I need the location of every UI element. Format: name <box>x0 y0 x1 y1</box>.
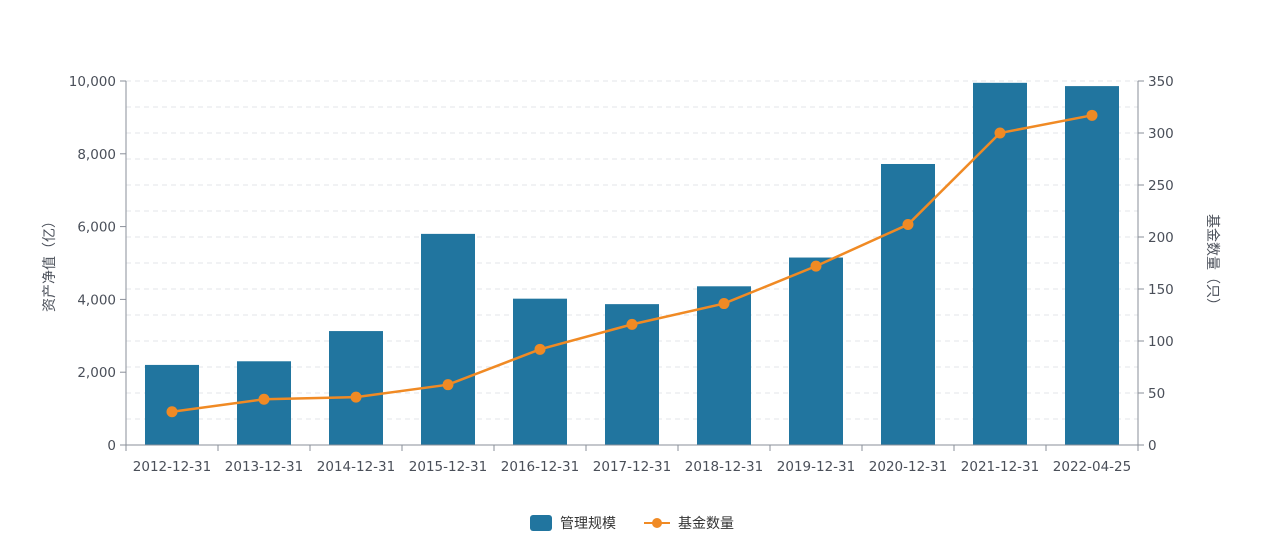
y-tick-label: 2,000 <box>77 365 116 381</box>
y-tick-label: 6,000 <box>77 220 116 236</box>
y-axis-title: 资产净值（亿） <box>42 214 58 312</box>
bar[interactable] <box>973 82 1027 445</box>
x-tick-label: 2017-12-31 <box>593 459 671 475</box>
y2-tick-label: 300 <box>1148 126 1174 142</box>
legend-bar-swatch <box>530 515 552 531</box>
legend-line-label: 基金数量 <box>678 516 734 532</box>
bar[interactable] <box>145 364 199 445</box>
x-tick-label: 2016-12-31 <box>501 459 579 475</box>
y2-tick-label: 100 <box>1148 334 1174 350</box>
x-tick-label: 2020-12-31 <box>869 459 947 475</box>
line-point[interactable] <box>442 379 454 391</box>
x-tick-label: 2012-12-31 <box>133 459 211 475</box>
x-tick-label: 2018-12-31 <box>685 459 763 475</box>
legend-line-swatch <box>644 515 670 531</box>
bar[interactable] <box>513 298 567 445</box>
line-point[interactable] <box>1086 109 1098 121</box>
y2-tick-label: 350 <box>1148 74 1174 90</box>
y2-tick-label: 200 <box>1148 230 1174 246</box>
x-tick-label: 2015-12-31 <box>409 459 487 475</box>
line-point[interactable] <box>626 318 638 330</box>
y2-tick-label: 250 <box>1148 178 1174 194</box>
y-tick-label: 8,000 <box>77 147 116 163</box>
legend: 管理规模 基金数量 <box>0 513 1264 533</box>
y2-tick-label: 50 <box>1148 386 1165 402</box>
bar[interactable] <box>697 286 751 445</box>
y2-axis-title: 基金数量（只） <box>1204 214 1221 312</box>
line-point[interactable] <box>994 127 1006 139</box>
y-tick-label: 0 <box>107 438 116 454</box>
x-tick-label: 2021-12-31 <box>961 459 1039 475</box>
bar[interactable] <box>789 257 843 445</box>
line-point[interactable] <box>534 343 546 355</box>
line-point[interactable] <box>166 406 178 418</box>
line-point[interactable] <box>350 391 362 403</box>
line-point[interactable] <box>810 260 822 272</box>
line-point[interactable] <box>718 298 730 310</box>
line-point[interactable] <box>902 219 914 231</box>
y2-tick-label: 0 <box>1148 438 1157 454</box>
bar[interactable] <box>421 233 475 445</box>
bar[interactable] <box>1065 86 1119 445</box>
bar[interactable] <box>329 331 383 445</box>
x-tick-label: 2019-12-31 <box>777 459 855 475</box>
x-tick-label: 2014-12-31 <box>317 459 395 475</box>
legend-bar-label: 管理规模 <box>560 516 616 532</box>
line-point[interactable] <box>258 393 270 405</box>
legend-item-bar-series[interactable]: 管理规模 <box>530 513 616 533</box>
legend-item-line-series[interactable]: 基金数量 <box>644 513 734 533</box>
y-tick-label: 4,000 <box>77 292 116 308</box>
bar[interactable] <box>881 163 935 445</box>
x-tick-label: 2013-12-31 <box>225 459 303 475</box>
y2-tick-label: 150 <box>1148 282 1174 298</box>
x-tick-label: 2022-04-25 <box>1053 459 1131 475</box>
y-tick-label: 10,000 <box>69 74 116 90</box>
